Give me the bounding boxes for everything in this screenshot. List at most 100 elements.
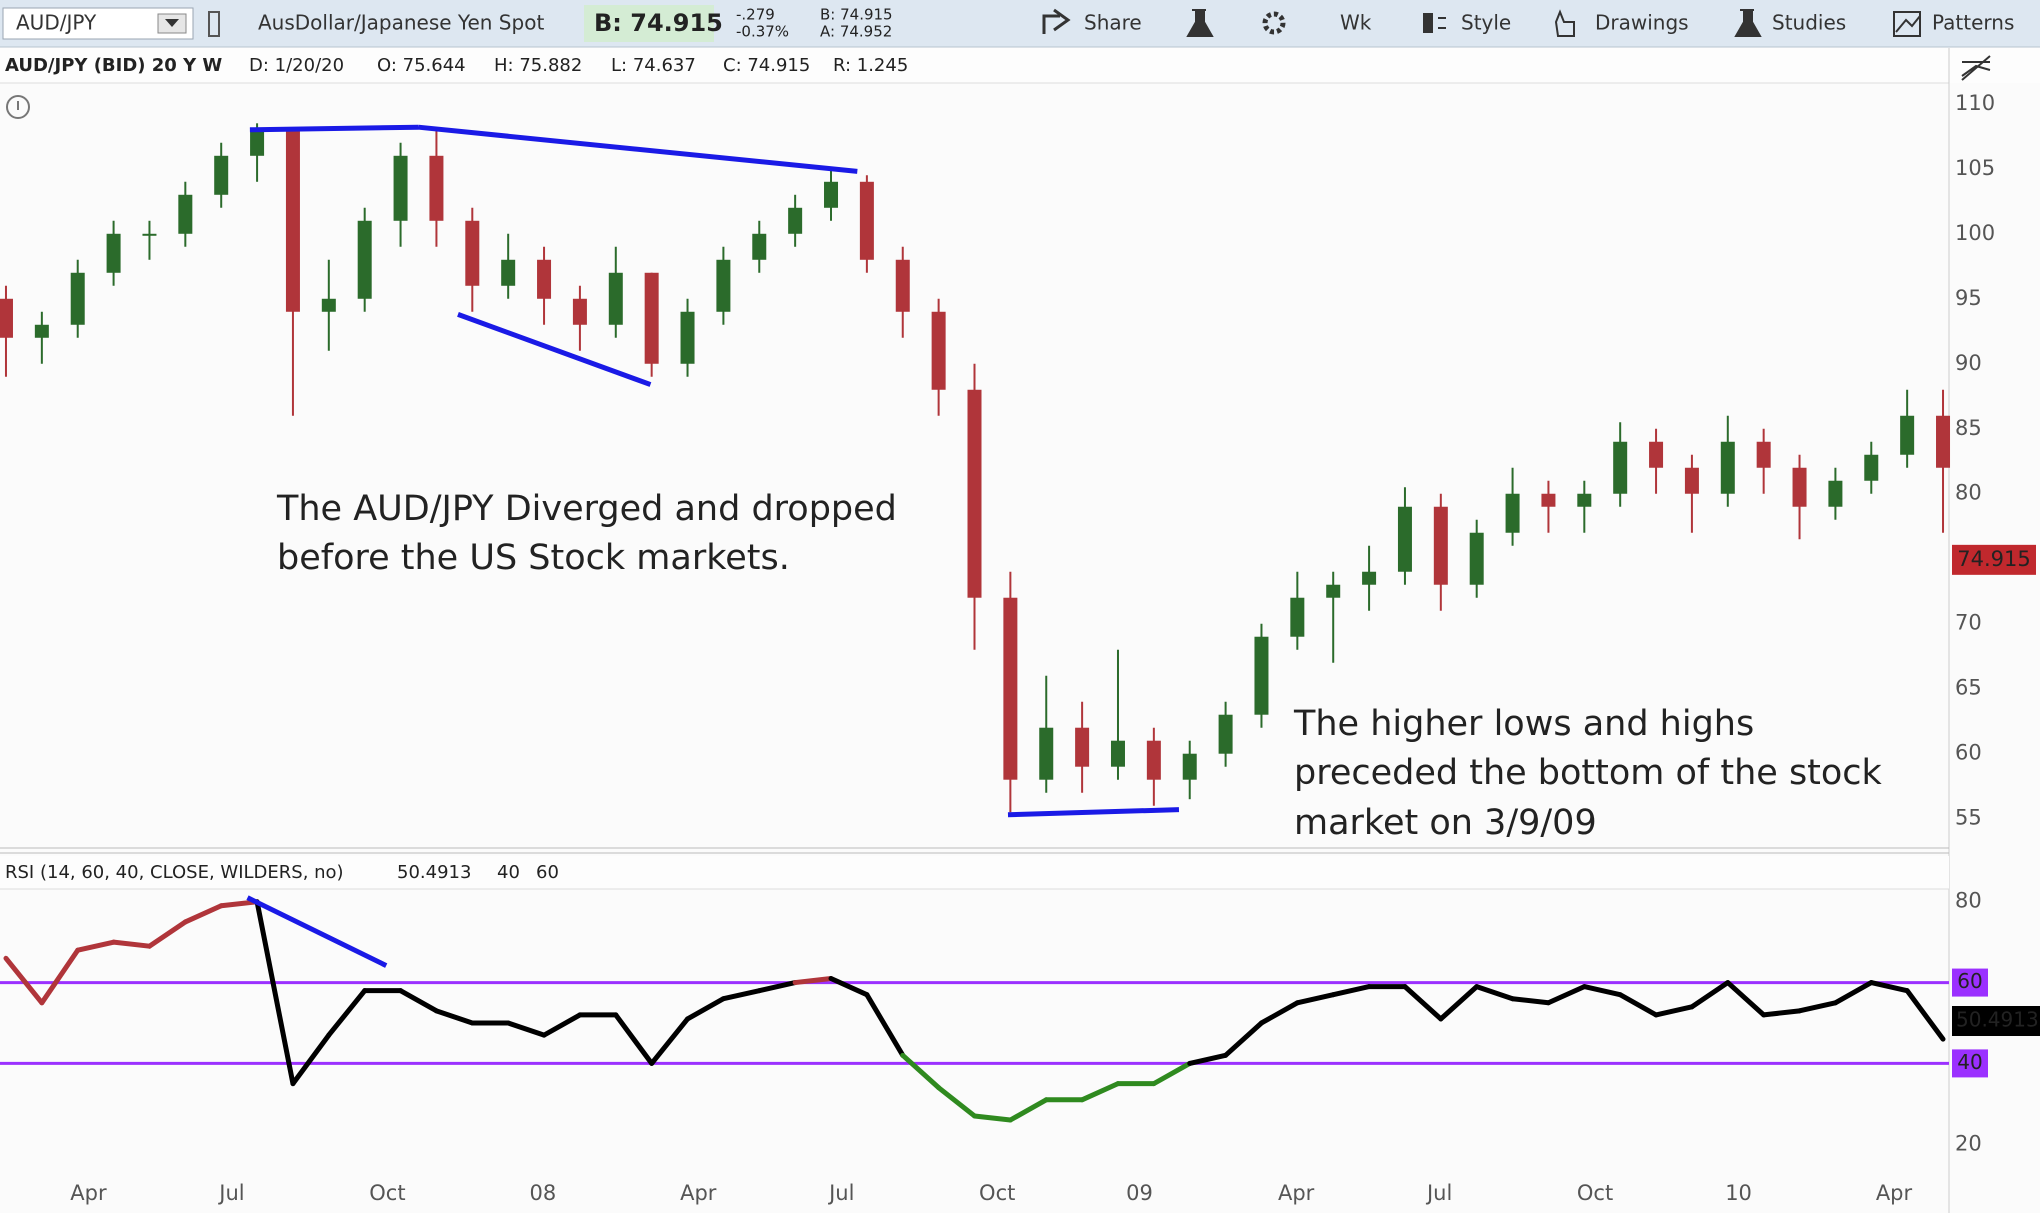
candle-body bbox=[1433, 506, 1448, 585]
candle-body bbox=[1936, 415, 1951, 468]
last-price-box bbox=[1952, 544, 2036, 575]
candle-body bbox=[1362, 571, 1377, 585]
current-label: 50.4913 bbox=[1956, 1008, 2039, 1032]
rsi-segment bbox=[1151, 1060, 1193, 1087]
candle-body bbox=[572, 298, 587, 325]
rsi-segment bbox=[1474, 984, 1516, 1002]
level-label: 40 bbox=[1957, 1050, 1982, 1074]
info-range: R: 1.245 bbox=[833, 55, 908, 76]
candle-body bbox=[1864, 454, 1879, 481]
patterns-icon bbox=[1893, 11, 1921, 37]
candle-body bbox=[752, 233, 767, 260]
rsi-segment bbox=[1438, 984, 1480, 1022]
x-tick-label: 09 bbox=[1126, 1181, 1153, 1205]
rsi-segment bbox=[1223, 1020, 1264, 1058]
scale-icon[interactable] bbox=[1961, 55, 1991, 81]
annotation: The higher lows and highs bbox=[1293, 704, 1754, 744]
candle-body bbox=[1146, 740, 1161, 780]
candle-body bbox=[1577, 493, 1592, 507]
y-tick-label: 60 bbox=[1955, 741, 1982, 765]
rsi-segment bbox=[1689, 980, 1731, 1010]
patterns-button[interactable]: Patterns bbox=[1932, 11, 2014, 35]
candle-body bbox=[178, 194, 193, 234]
studies-icon bbox=[1734, 9, 1762, 37]
candle-body bbox=[1110, 740, 1125, 767]
x-tick-label: Apr bbox=[70, 1181, 107, 1205]
candle-body bbox=[1469, 532, 1484, 585]
rsi-segment bbox=[792, 976, 834, 986]
candle-body bbox=[250, 129, 265, 156]
rsi-segment bbox=[864, 992, 906, 1058]
candle-body bbox=[1900, 415, 1915, 455]
candle-body bbox=[357, 220, 372, 299]
candle-body bbox=[931, 311, 946, 390]
rsi-title: RSI (14, 60, 40, CLOSE, WILDERS, no) bbox=[5, 862, 344, 883]
y-tick-label: 65 bbox=[1955, 676, 1982, 700]
candle-body bbox=[106, 233, 121, 273]
x-tick-label: Apr bbox=[680, 1181, 717, 1205]
description: AusDollar/Japanese Yen Spot bbox=[258, 11, 544, 35]
candle-body bbox=[716, 259, 731, 312]
x-tick-label: Jul bbox=[827, 1181, 854, 1205]
y-tick-label: 85 bbox=[1955, 416, 1982, 440]
style-button[interactable]: Style bbox=[1461, 11, 1511, 35]
level-box bbox=[1952, 968, 1988, 997]
dropdown-arrow bbox=[165, 19, 179, 27]
info-high: H: 75.882 bbox=[494, 55, 582, 76]
trendline bbox=[457, 312, 652, 387]
share-icon bbox=[1042, 8, 1071, 34]
candle-body bbox=[537, 259, 552, 299]
info-low: L: 74.637 bbox=[611, 55, 696, 76]
rsi-segment bbox=[685, 996, 726, 1022]
candle-body bbox=[824, 181, 839, 208]
annotation: The AUD/JPY Diverged and dropped bbox=[276, 489, 897, 529]
change-pct: -0.37% bbox=[736, 23, 789, 41]
share-button[interactable]: Share bbox=[1084, 11, 1142, 35]
flask-icon[interactable] bbox=[1186, 9, 1214, 37]
gear-icon[interactable] bbox=[1262, 11, 1286, 35]
rsi-segment bbox=[720, 988, 762, 1002]
candle-body bbox=[680, 311, 695, 364]
x-tick-label: 08 bbox=[529, 1181, 556, 1205]
bid-box bbox=[584, 5, 714, 42]
candle-body bbox=[1397, 506, 1412, 572]
candle-body bbox=[1039, 727, 1054, 780]
rsi-segment bbox=[1294, 992, 1336, 1006]
candle-body bbox=[501, 259, 516, 286]
candle-body bbox=[1613, 441, 1628, 494]
ask-small: A: 74.952 bbox=[820, 23, 892, 41]
bid-small: B: 74.915 bbox=[820, 6, 893, 24]
rsi-segment bbox=[1653, 1004, 1695, 1018]
rsi-segment bbox=[398, 988, 439, 1014]
studies-button[interactable]: Studies bbox=[1772, 11, 1846, 35]
rsi-segment bbox=[828, 976, 870, 998]
candle-body bbox=[1756, 441, 1771, 468]
info-icon[interactable] bbox=[6, 95, 30, 119]
y-tick-label: 20 bbox=[1955, 1131, 1982, 1155]
candle-body bbox=[142, 233, 157, 236]
x-tick-label: Jul bbox=[1425, 1181, 1452, 1205]
candle-body bbox=[608, 272, 623, 325]
rsi-segment bbox=[433, 1008, 475, 1026]
rsi-segment bbox=[649, 1016, 691, 1066]
y-tick-label: 70 bbox=[1955, 611, 1982, 635]
candle-body bbox=[1003, 597, 1018, 780]
rsi-segment bbox=[1510, 996, 1551, 1006]
y-tick-label: 105 bbox=[1955, 156, 1995, 180]
bid: B: 74.915 bbox=[594, 9, 723, 37]
link-icon[interactable] bbox=[208, 11, 220, 37]
rsi-segment bbox=[972, 1113, 1013, 1123]
x-tick-label: Jul bbox=[217, 1181, 244, 1205]
style-icon bbox=[1423, 13, 1446, 33]
rsi-segment bbox=[3, 955, 45, 1006]
annotation: market on 3/9/09 bbox=[1294, 803, 1597, 843]
aggregation-button[interactable]: Wk bbox=[1340, 11, 1372, 35]
drawings-button[interactable]: Drawings bbox=[1595, 11, 1689, 35]
drawings-icon bbox=[1554, 9, 1575, 37]
rsi-segment bbox=[1617, 992, 1659, 1018]
rsi-segment bbox=[1904, 988, 1946, 1042]
rsi-segment bbox=[1007, 1097, 1049, 1123]
rsi-segment bbox=[900, 1052, 942, 1091]
rsi-segment bbox=[290, 1032, 332, 1087]
rsi-segment bbox=[1545, 984, 1587, 1006]
